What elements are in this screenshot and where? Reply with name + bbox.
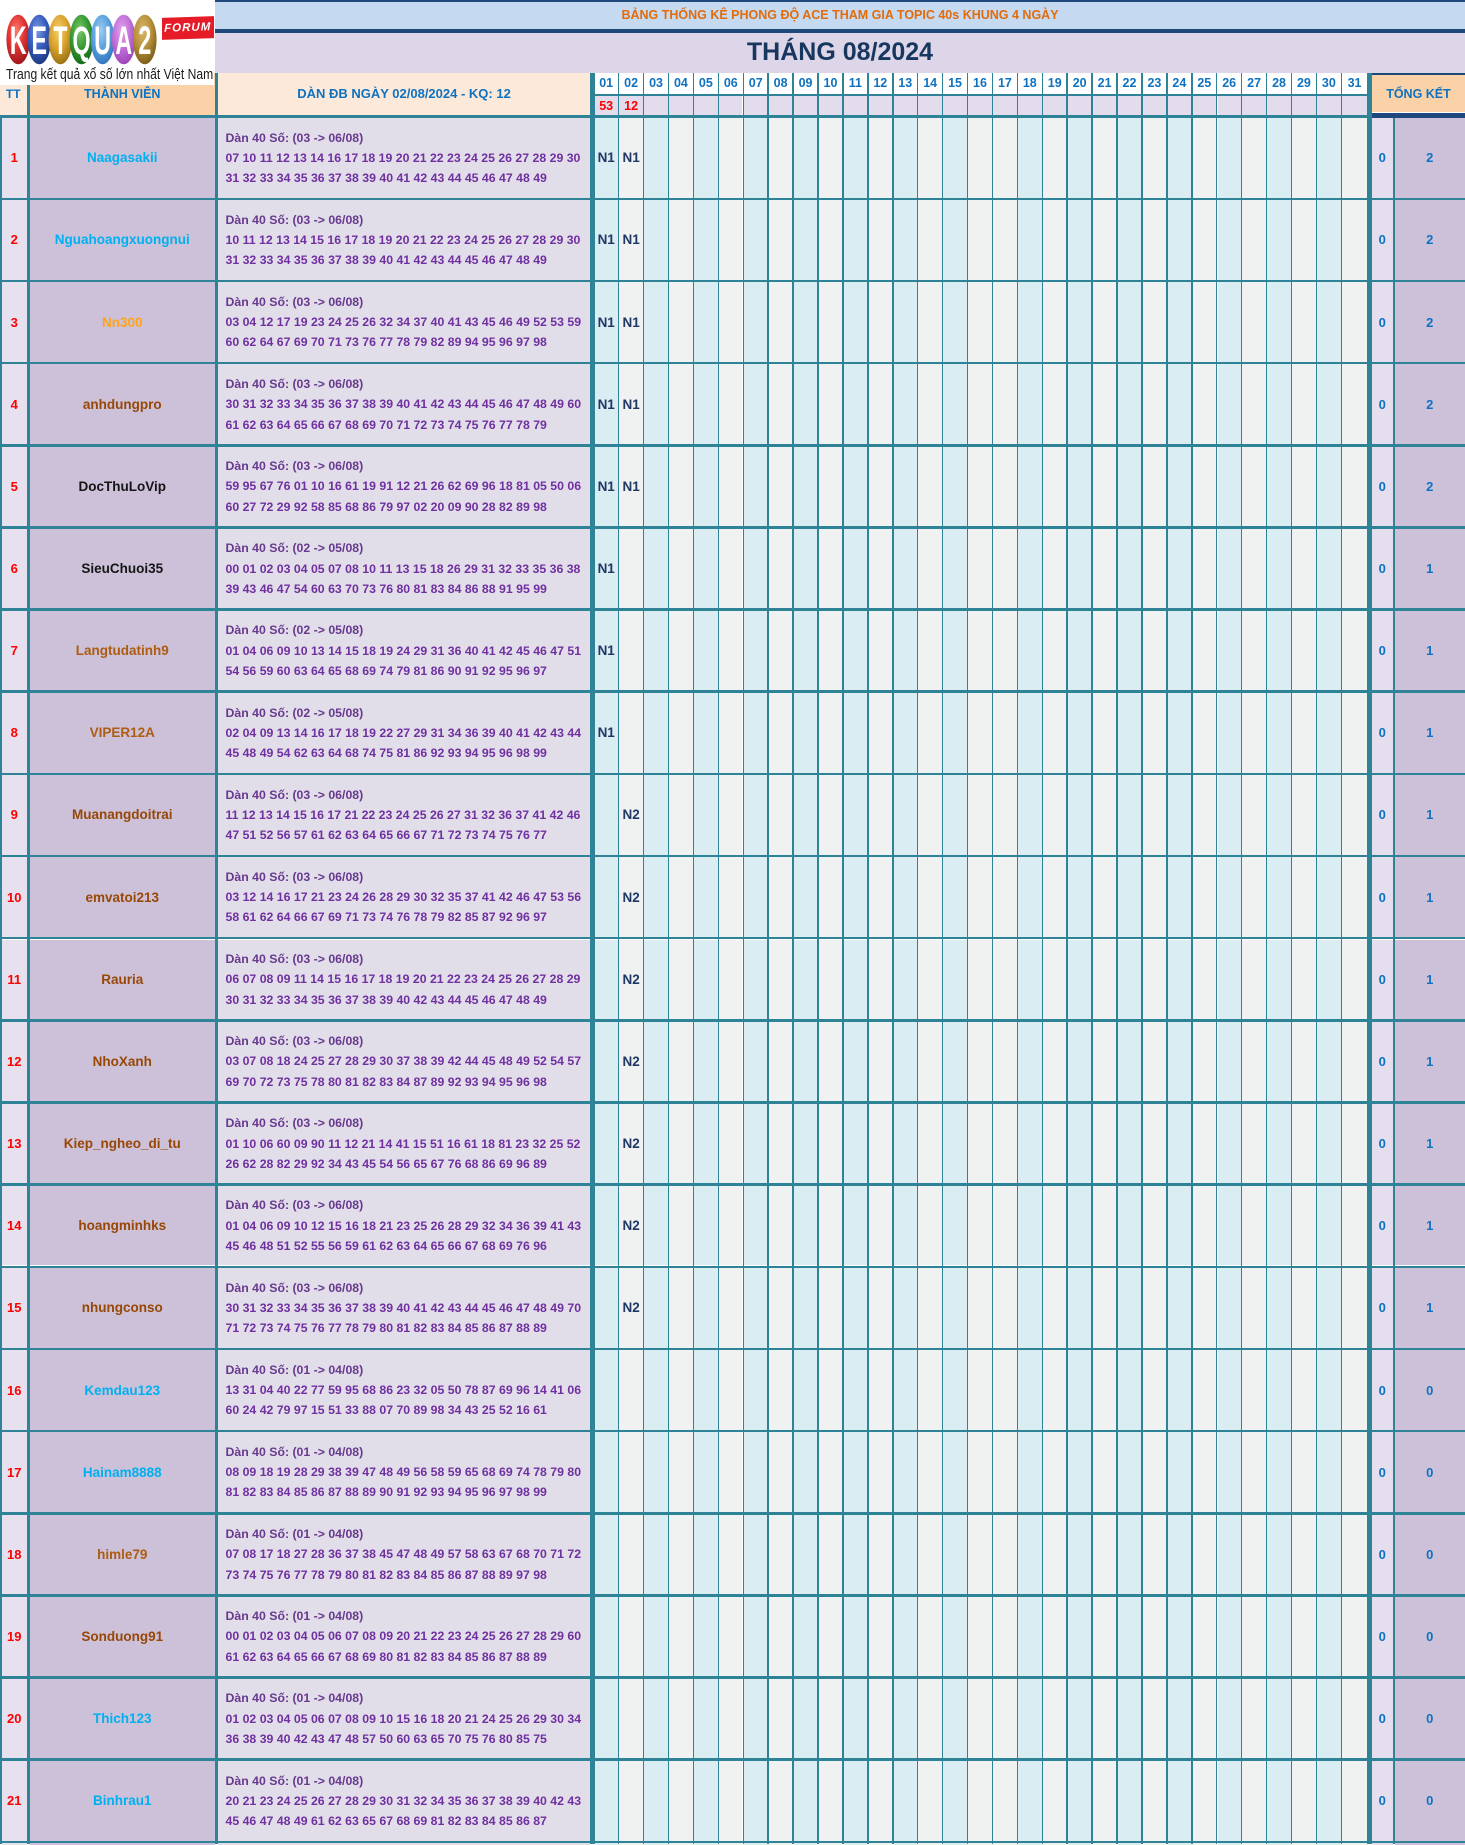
- svg-text:E: E: [32, 17, 47, 62]
- svg-text:Q: Q: [72, 17, 90, 62]
- svg-text:K: K: [10, 17, 27, 62]
- svg-text:U: U: [94, 17, 111, 62]
- svg-text:T: T: [53, 17, 67, 62]
- svg-text:2: 2: [138, 17, 151, 62]
- svg-text:A: A: [115, 17, 132, 62]
